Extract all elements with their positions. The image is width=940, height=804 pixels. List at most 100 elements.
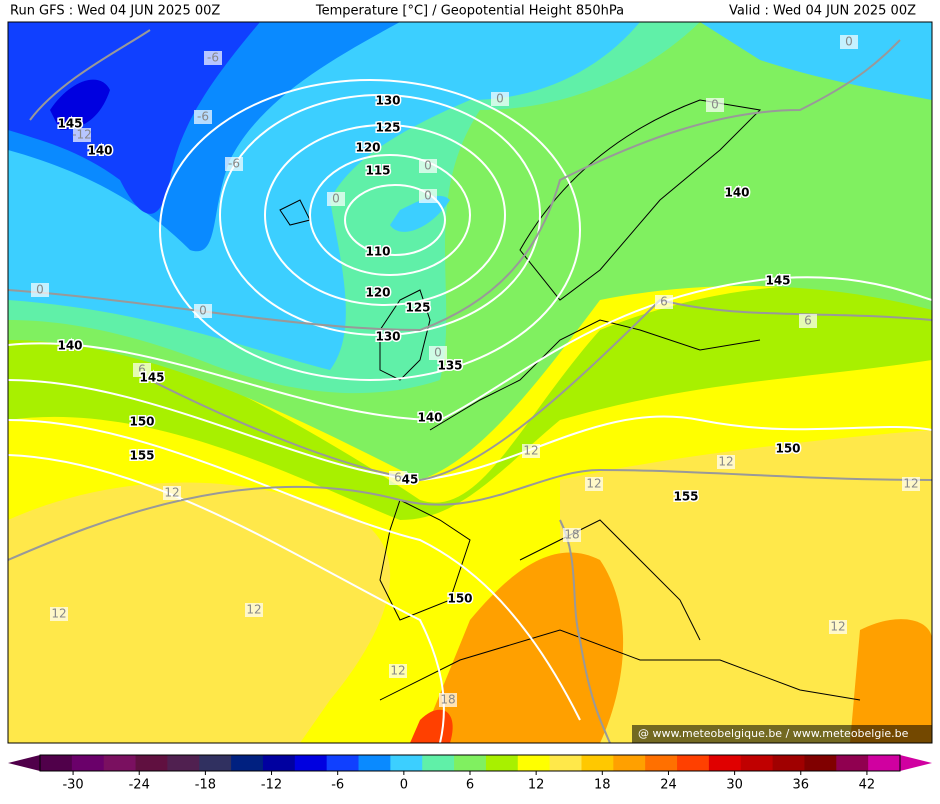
temperature-label: 12	[390, 664, 405, 678]
temperature-label-bg	[73, 128, 91, 142]
temperature-label-bg	[902, 477, 920, 491]
temperature-label-bg	[245, 603, 263, 617]
temperature-label-bg	[840, 35, 858, 49]
temperature-label: -6	[197, 110, 209, 124]
height-label: 135	[437, 359, 462, 373]
temperature-label-bg	[225, 157, 243, 171]
temperature-label: 18	[564, 528, 579, 542]
colorbar-tick-label: -12	[261, 778, 282, 793]
temperature-label-bg	[133, 363, 151, 377]
temperature-label-bg	[799, 314, 817, 328]
temperature-label-bg	[717, 455, 735, 469]
height-label: 130	[375, 94, 400, 108]
temperature-label: 12	[586, 477, 601, 491]
temperature-label-bg	[389, 471, 407, 485]
temperature-label-bg	[389, 664, 407, 678]
height-label: 110	[365, 245, 390, 259]
temperature-label: 0	[424, 159, 432, 173]
colorbar-segment	[326, 755, 360, 771]
colorbar-segment	[167, 755, 200, 771]
height-label: 120	[355, 141, 380, 155]
temperature-label: 18	[440, 693, 455, 707]
temperature-label: 12	[718, 455, 733, 469]
contour-labels: -6 -6 -6 -12 0 0 0 0 0 0 0 0 0 6 6 6 6 12 12 12 12 12 12 12 12 12…	[31, 35, 920, 707]
temperature-field	[8, 22, 932, 743]
temperature-label-bg	[163, 486, 181, 500]
temperature-label: 6	[804, 314, 812, 328]
colorbar-segment	[645, 755, 678, 771]
colorbar-segment	[836, 755, 869, 771]
colorbar-segment	[262, 755, 296, 771]
temperature-label-bg	[585, 477, 603, 491]
colorbar-tick-label: 6	[466, 778, 474, 793]
temperature-label-bg	[327, 192, 345, 206]
temperature-label: -6	[228, 157, 240, 171]
height-label: 125	[375, 121, 400, 135]
height-label: 120	[365, 286, 390, 300]
colorbar-tick-label: 30	[726, 778, 743, 793]
colorbar-segment	[231, 755, 264, 771]
temperature-label: 0	[711, 98, 719, 112]
temperature-label: 0	[332, 192, 340, 206]
watermark: @ www.meteobelgique.be / www.meteobelgie…	[638, 727, 909, 740]
colorbar-segment	[485, 755, 519, 771]
temperature-label: -6	[207, 51, 219, 65]
temperature-label: 6	[138, 363, 146, 377]
temperature-label-bg	[706, 98, 724, 112]
colorbar-tick-label: -24	[129, 778, 150, 793]
colorbar-tick-label: -18	[195, 778, 216, 793]
colorbar-segment	[358, 755, 391, 771]
temperature-label-bg	[829, 620, 847, 634]
height-label: 125	[405, 301, 430, 315]
temperature-label: 0	[36, 283, 44, 297]
valid-label: Valid : Wed 04 JUN 2025 00Z	[729, 4, 916, 19]
temperature-label: 12	[246, 603, 261, 617]
height-label: 115	[365, 164, 390, 178]
colorbar-segment	[804, 755, 837, 771]
colorbar-tick-label: 18	[594, 778, 611, 793]
height-label: 150	[447, 592, 472, 606]
temperature-label-bg	[31, 283, 49, 297]
temperature-label-bg	[563, 528, 581, 542]
temperature-label: -12	[72, 128, 92, 142]
temperature-label: 6	[660, 295, 668, 309]
colorbar-segment	[422, 755, 455, 771]
colorbar-segment	[454, 755, 487, 771]
height-label: 130	[375, 330, 400, 344]
height-label: 140	[724, 186, 749, 200]
temperature-label-bg	[194, 304, 212, 318]
temperature-label-bg	[655, 295, 673, 309]
colorbar-tick-label: 24	[660, 778, 677, 793]
temperature-label-bg	[50, 607, 68, 621]
watermark-box	[632, 725, 932, 743]
temperature-label: 12	[903, 477, 918, 491]
map-title: Temperature [°C] / Geopotential Height 8…	[315, 4, 624, 19]
temperature-label-bg	[429, 346, 447, 360]
colorbar-segment	[103, 755, 137, 771]
colorbar: -30 -24 -18 -12 -6 0 6 12 18 24 30 36 42	[8, 754, 932, 793]
temperature-label-bg	[204, 51, 222, 65]
colorbar-segment	[708, 755, 742, 771]
colorbar-tick-label: -30	[62, 778, 83, 793]
height-label: 145	[57, 117, 82, 131]
temperature-label: 12	[51, 607, 66, 621]
height-label: 145	[765, 274, 790, 288]
temperature-label-bg	[491, 92, 509, 106]
colorbar-segment	[868, 755, 901, 771]
temperature-label: 6	[394, 471, 402, 485]
temperature-label: 12	[164, 486, 179, 500]
height-label: 150	[129, 415, 154, 429]
temperature-label-bg	[419, 159, 437, 173]
height-label: 45	[402, 473, 419, 487]
colorbar-arrow-left	[8, 755, 40, 771]
temperature-label: 0	[496, 92, 504, 106]
colorbar-segment	[772, 755, 805, 771]
run-label: Run GFS : Wed 04 JUN 2025 00Z	[10, 4, 220, 19]
colorbar-segment	[581, 755, 614, 771]
temperature-label: 0	[845, 35, 853, 49]
colorbar-segment	[40, 755, 73, 771]
height-label: 145	[139, 371, 164, 385]
temperature-label: 12	[830, 620, 845, 634]
temperature-label-bg	[439, 693, 457, 707]
